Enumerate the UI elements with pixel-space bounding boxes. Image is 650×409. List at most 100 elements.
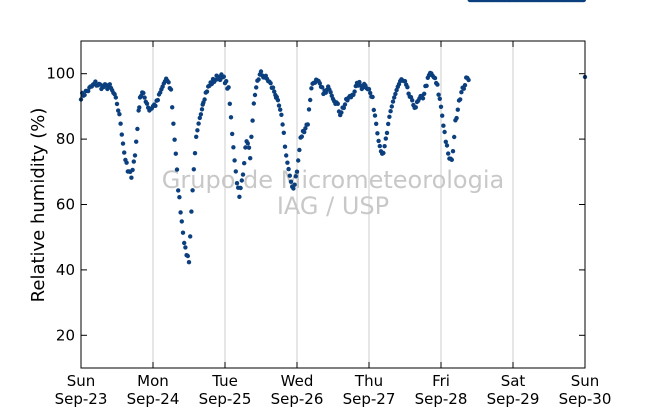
x-tick-label-day: Sun xyxy=(571,372,600,390)
data-point xyxy=(449,157,454,162)
data-point xyxy=(297,147,302,153)
data-point xyxy=(118,121,123,126)
data-point xyxy=(228,115,234,120)
y-tick-label: 20 xyxy=(56,326,75,344)
data-point xyxy=(384,130,390,136)
data-point xyxy=(168,87,174,92)
data-point xyxy=(466,77,471,83)
data-point xyxy=(194,134,199,139)
data-point xyxy=(374,121,379,127)
data-point xyxy=(436,92,441,97)
x-tick-label-day: Thu xyxy=(354,372,383,390)
data-point xyxy=(234,181,240,186)
data-point xyxy=(137,105,142,110)
x-tick-label-day: Tue xyxy=(211,372,238,390)
data-point xyxy=(435,82,440,87)
data-point xyxy=(389,104,394,109)
x-tick-label-day: Mon xyxy=(137,372,169,390)
data-point xyxy=(281,130,286,135)
data-point xyxy=(278,107,283,112)
data-point xyxy=(284,153,289,158)
data-point xyxy=(388,109,393,114)
data-point xyxy=(392,95,397,100)
data-point xyxy=(306,107,312,112)
data-point xyxy=(383,136,388,141)
data-point xyxy=(308,97,313,103)
y-tick-label: 100 xyxy=(46,65,75,83)
x-tick-label-date: Sep-27 xyxy=(343,390,396,408)
data-point xyxy=(394,87,399,93)
data-point xyxy=(230,131,235,137)
data-point xyxy=(227,101,232,107)
data-point xyxy=(370,94,375,100)
data-point xyxy=(461,86,466,91)
data-point xyxy=(134,139,139,144)
gridlines xyxy=(152,41,514,368)
data-point xyxy=(454,115,459,121)
data-point xyxy=(382,144,387,149)
data-point xyxy=(422,91,427,97)
data-point xyxy=(366,87,372,92)
data-point xyxy=(371,107,376,113)
data-point xyxy=(413,105,418,110)
data-point xyxy=(155,97,160,103)
data-point xyxy=(82,92,87,98)
y-axis: 20 40 60 80 100 xyxy=(46,65,585,344)
data-point xyxy=(124,160,129,165)
data-point xyxy=(296,158,301,163)
data-point xyxy=(129,175,134,180)
data-point xyxy=(195,128,200,133)
data-point xyxy=(320,85,325,90)
data-point xyxy=(183,245,188,250)
data-point xyxy=(226,85,231,90)
data-point xyxy=(410,98,415,103)
data-point xyxy=(443,139,448,144)
data-point xyxy=(387,114,392,120)
data-point xyxy=(189,209,194,214)
data-point xyxy=(191,167,196,172)
data-point xyxy=(112,92,117,97)
data-point xyxy=(174,167,180,172)
data-point xyxy=(287,173,292,178)
data-point xyxy=(238,185,243,191)
data-point xyxy=(233,169,238,174)
data-point xyxy=(309,86,314,91)
data-point xyxy=(117,112,122,117)
data-point xyxy=(376,138,381,144)
data-point xyxy=(299,134,304,139)
data-point xyxy=(375,131,380,136)
data-point xyxy=(293,174,298,179)
data-point xyxy=(176,188,181,193)
watermark: Grupo de Micrometeorologia IAG / USP xyxy=(162,166,504,220)
data-point xyxy=(342,102,348,107)
data-point xyxy=(120,141,126,146)
data-point xyxy=(339,110,344,115)
data-point xyxy=(171,121,176,126)
data-point xyxy=(294,169,300,174)
x-axis: SunSep-23MonSep-24TueSep-25WedSep-26ThuS… xyxy=(55,41,611,408)
data-point xyxy=(251,101,256,106)
data-point xyxy=(282,144,288,149)
data-point xyxy=(377,143,382,149)
data-point xyxy=(276,103,282,108)
x-tick-label-day: Fri xyxy=(432,372,450,390)
data-point xyxy=(196,121,201,126)
data-point xyxy=(291,186,296,191)
data-point xyxy=(185,253,190,259)
x-tick-label-date: Sep-28 xyxy=(415,390,468,408)
data-point xyxy=(114,101,120,107)
data-point xyxy=(437,96,442,102)
data-point xyxy=(390,99,396,104)
data-point xyxy=(246,145,252,150)
data-point xyxy=(335,101,340,107)
data-point xyxy=(444,143,450,148)
data-point xyxy=(204,89,210,94)
data-point xyxy=(581,0,586,3)
data-point xyxy=(232,158,237,163)
data-point xyxy=(452,134,457,140)
data-point xyxy=(221,74,226,79)
data-point xyxy=(142,95,147,100)
data-point xyxy=(459,90,464,95)
data-point xyxy=(446,151,451,156)
data-point xyxy=(179,219,184,224)
